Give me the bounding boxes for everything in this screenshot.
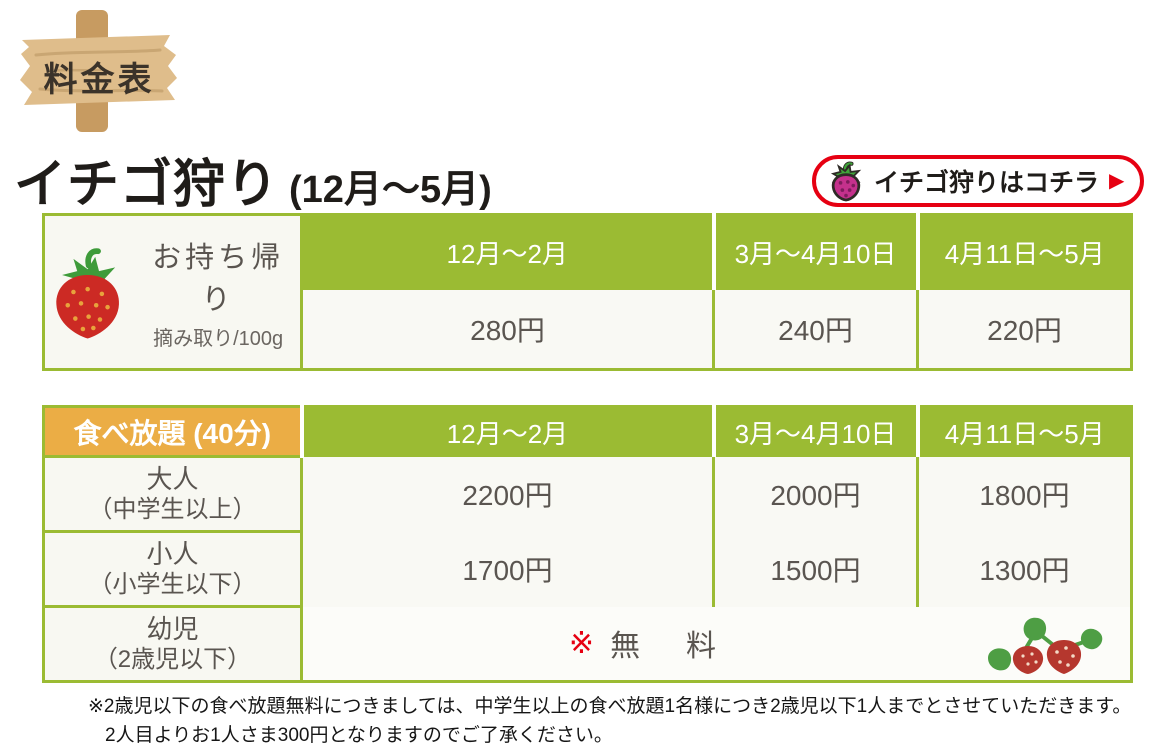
takeaway-price-row: 280円 240円 220円 (44, 289, 1132, 370)
adult-label: 大人 (146, 463, 199, 494)
buffet-row-infant: 幼児 （2歳児以下） ※ 無 料 (42, 605, 1132, 683)
takeaway-label: お持ち帰り (152, 241, 285, 316)
strawberry-picking-link-button[interactable]: イチゴ狩りはコチラ ▶ (812, 155, 1145, 207)
adult-label-cell: 大人 （中学生以上） (42, 455, 303, 533)
footnote-line-1: ※2歳児以下の食べ放題無料につきましては、中学生以上の食べ放題1名様につき2歳児… (88, 696, 1132, 717)
column-header-dec-feb: 12月～2月 (301, 214, 714, 290)
takeaway-price-dec-feb: 280円 (300, 289, 714, 370)
arrow-right-icon: ▶ (1109, 170, 1125, 192)
takeaway-sublabel: 摘み取り/100g (153, 327, 284, 350)
takeaway-price-table: お持ち帰り 摘み取り/100g 12月～2月 3月～4月10日 4月11日～5月… (42, 213, 1133, 371)
footnote: ※2歳児以下の食べ放題無料につきましては、中学生以上の食べ放題1名様につき2歳児… (88, 692, 1131, 750)
child-price-apr11-may: 1300円 (916, 531, 1132, 607)
infant-sublabel: （2歳児以下） (93, 646, 252, 674)
child-label-cell: 小人 （小学生以下） (42, 530, 303, 608)
adult-price-apr11-may: 1800円 (916, 456, 1132, 532)
column-header-apr11-may: 4月11日～5月 (915, 214, 1132, 290)
page-title-row: イチゴ狩り (12月～5月) (14, 142, 492, 217)
price-sign: 料金表 (14, 8, 186, 136)
infant-label: 幼児 (146, 613, 199, 644)
adult-sublabel: （中学生以上） (88, 496, 257, 524)
page-title-season: (12月～5月) (289, 169, 492, 211)
free-label: 無 料 (610, 630, 725, 664)
strawberry-icon (56, 248, 119, 339)
column-header-mar-apr10: 3月～4月10日 (711, 406, 918, 457)
takeaway-price-mar-apr10: 240円 (712, 289, 918, 370)
child-sublabel: （小学生以下） (88, 571, 257, 599)
takeaway-price-apr11-may: 220円 (916, 289, 1132, 370)
buffet-row-adult: 大人 （中学生以上） 2200円 2000円 1800円 (42, 455, 1132, 533)
takeaway-label-cell: お持ち帰り 摘み取り/100g (42, 213, 303, 371)
adult-price-mar-apr10: 2000円 (712, 456, 918, 532)
adult-price-dec-feb: 2200円 (300, 456, 714, 532)
column-header-mar-apr10: 3月～4月10日 (711, 214, 918, 290)
infant-label-cell: 幼児 （2歳児以下） (42, 605, 303, 683)
column-header-dec-feb: 12月～2月 (299, 406, 714, 457)
strawberries-decoration-icon (988, 617, 1103, 674)
asterisk-mark: ※ (568, 626, 595, 660)
strawberry-icon (830, 161, 862, 202)
takeaway-header-row: お持ち帰り 摘み取り/100g 12月～2月 3月～4月10日 4月11日～5月 (42, 213, 1132, 371)
buffet-title-cell: 食べ放題 (40分) (42, 405, 303, 458)
wood-sign-icon (20, 10, 177, 132)
footnote-line-2: 2人目よりお1人さま300円となりますのでご了承ください。 (105, 725, 613, 747)
buffet-row-child: 小人 （小学生以下） 1700円 1500円 1300円 (42, 530, 1132, 608)
child-label: 小人 (146, 538, 199, 569)
page-title: イチゴ狩り (14, 156, 280, 214)
child-price-mar-apr10: 1500円 (712, 531, 918, 607)
buffet-price-table: 食べ放題 (40分) 12月～2月 3月～4月10日 4月11日～5月 大人 （… (42, 405, 1133, 683)
column-header-apr11-may: 4月11日～5月 (915, 406, 1132, 457)
child-price-dec-feb: 1700円 (300, 531, 714, 607)
infant-free-cell: ※ 無 料 (300, 606, 1132, 682)
sign-label: 料金表 (43, 61, 155, 99)
cta-label: イチゴ狩りはコチラ (874, 169, 1100, 197)
buffet-header-row: 食べ放題 (40分) 12月～2月 3月～4月10日 4月11日～5月 (42, 405, 1132, 458)
